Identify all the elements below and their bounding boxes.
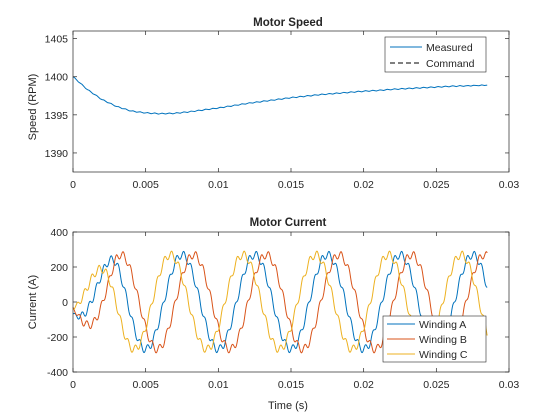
current-x-tick-label: 0.01 <box>208 379 229 391</box>
speed-y-axis-label: Speed (RPM) <box>27 74 39 141</box>
current-x-tick-label: 0.02 <box>353 379 374 391</box>
speed-legend-box <box>384 36 487 73</box>
speed-x-tick-label: 0.015 <box>278 179 304 191</box>
current-x-tick-label: 0.015 <box>278 379 304 391</box>
speed-y-tick-label: 1400 <box>45 72 69 84</box>
speed-legend: Measured Command <box>384 36 487 73</box>
current-x-axis-label: Time (s) <box>268 400 308 412</box>
legend-label-measured: Measured <box>426 42 473 54</box>
speed-ticks: 0 0.005 0.01 0.015 0.02 0.025 0.03 1390 1395 1400… <box>45 31 520 191</box>
speed-plot-title: Motor Speed <box>253 17 323 29</box>
speed-y-tick-label: 1405 <box>45 34 69 46</box>
speed-series-line-measured <box>72 76 488 115</box>
speed-x-tick-label: 0 <box>70 179 76 191</box>
current-y-tick-label: -200 <box>47 332 68 344</box>
current-x-tick-label: 0 <box>70 379 76 391</box>
speed-plot: Motor Speed Speed (RPM) 0 0.005 0.01 0.015 0… <box>27 17 519 191</box>
current-legend: Winding A Winding B Winding C <box>382 315 487 363</box>
current-plot-title: Motor Current <box>250 217 327 229</box>
current-x-tick-label: 0.03 <box>499 379 520 391</box>
current-x-tick-label: 0.025 <box>423 379 449 391</box>
current-y-axis-label: Current (A) <box>27 275 39 329</box>
speed-x-tick-label: 0.01 <box>208 179 229 191</box>
current-y-tick-label: 400 <box>50 227 68 239</box>
current-y-tick-label: 0 <box>62 297 68 309</box>
speed-x-tick-label: 0.02 <box>353 179 374 191</box>
speed-y-tick-label: 1390 <box>45 148 69 160</box>
current-series-line-winding-a <box>72 250 488 354</box>
current-series-line-winding-b <box>72 251 488 354</box>
legend-label-winding-b: Winding B <box>419 334 467 346</box>
current-y-tick-label: -400 <box>47 367 68 379</box>
current-plot: Motor Current Current (A) Time (s) 0 0.00… <box>27 217 519 412</box>
current-y-tick-label: 200 <box>50 262 68 274</box>
current-ticks: 0 0.005 0.01 0.015 0.02 0.025 0.03 -400 -200 0 200… <box>47 227 519 391</box>
speed-y-tick-label: 1395 <box>45 110 69 122</box>
speed-x-tick-label: 0.005 <box>133 179 159 191</box>
current-x-tick-label: 0.005 <box>133 379 159 391</box>
speed-x-tick-label: 0.025 <box>423 179 449 191</box>
speed-x-tick-label: 0.03 <box>499 179 520 191</box>
legend-label-winding-a: Winding A <box>419 319 466 331</box>
speed-series-group <box>72 76 488 115</box>
legend-label-command: Command <box>426 58 475 70</box>
legend-label-winding-c: Winding C <box>419 349 468 361</box>
